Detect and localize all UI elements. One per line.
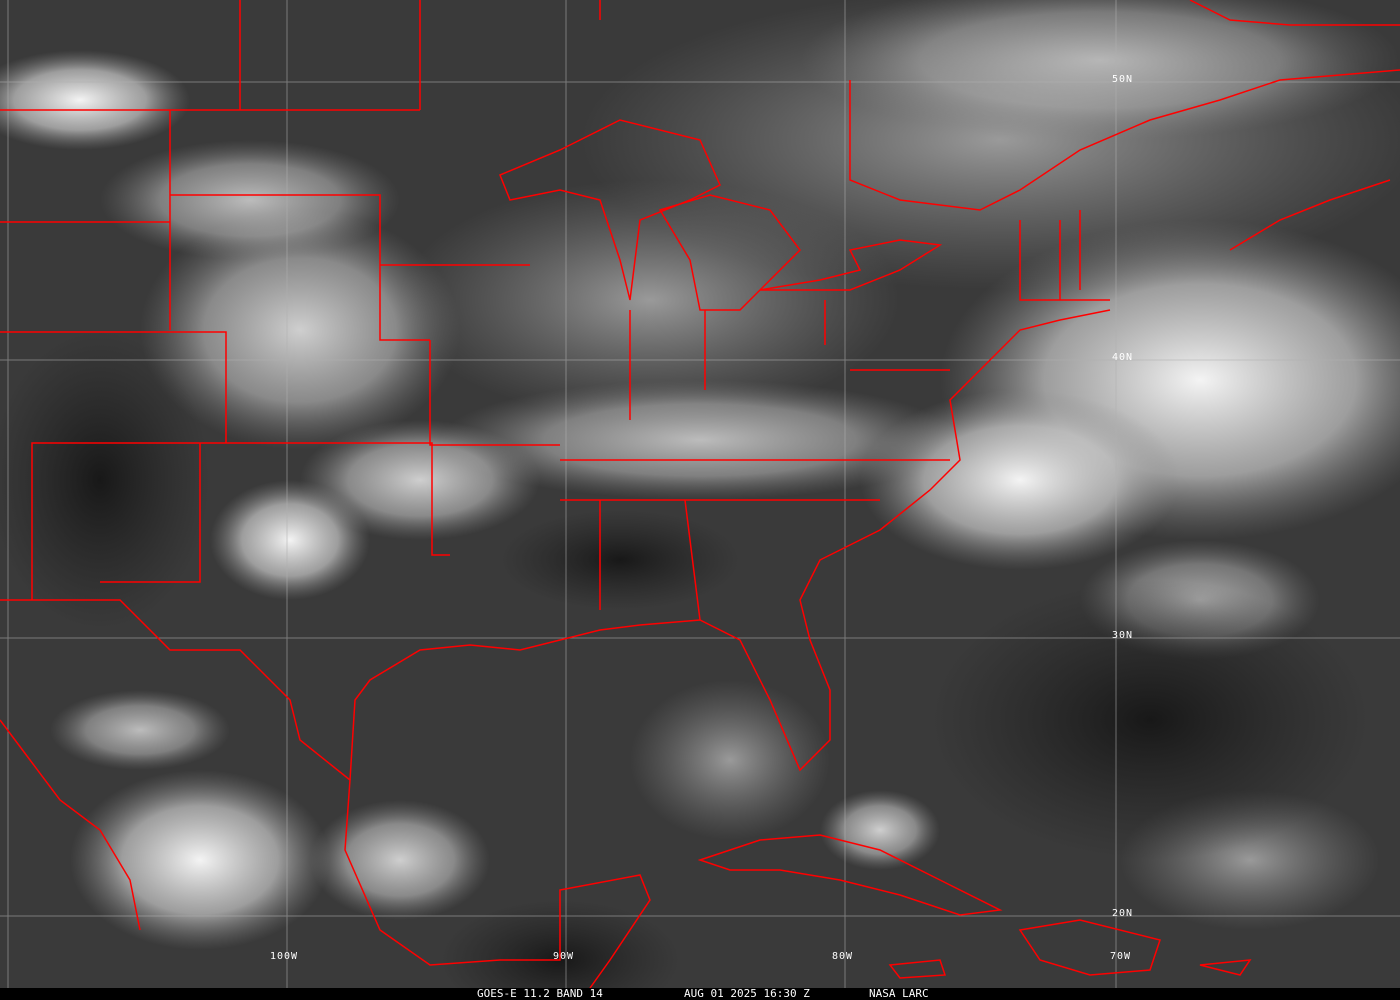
lat-label-30n: 30N — [1112, 630, 1134, 641]
lon-label-90w: 90W — [553, 951, 575, 962]
lat-label-50n: 50N — [1112, 74, 1134, 85]
source-label: NASA LARC — [869, 987, 929, 1000]
lat-label-40n: 40N — [1112, 352, 1134, 363]
lon-label-100w: 100W — [270, 951, 299, 962]
lon-label-80w: 80W — [832, 951, 854, 962]
lat-label-20n: 20N — [1112, 908, 1134, 919]
product-label: GOES-E 11.2 BAND 14 — [477, 987, 603, 1000]
image-caption-bar: GOES-E 11.2 BAND 14 AUG 01 2025 16:30 Z … — [0, 988, 1400, 1000]
lon-label-70w: 70W — [1110, 951, 1132, 962]
datetime-label: AUG 01 2025 16:30 Z — [684, 987, 810, 1000]
